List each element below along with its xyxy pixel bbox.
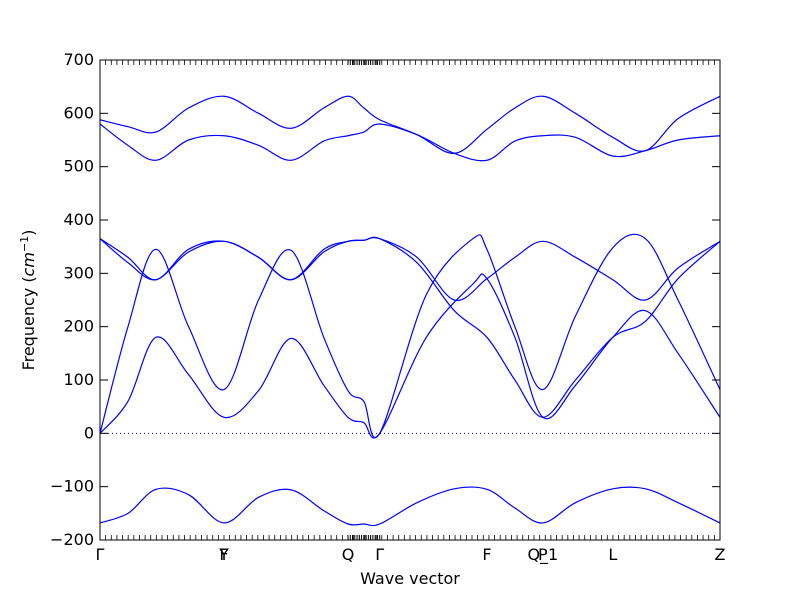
y-tick-label: 0	[84, 423, 94, 442]
x-tick-label: Γ	[96, 545, 105, 564]
x-tick-label: Q_1	[527, 545, 558, 565]
y-tick-label: 700	[63, 50, 94, 69]
y-axis-label: Frequency (cm−1)	[18, 230, 39, 371]
band-line-1	[100, 486, 720, 527]
x-tick-label: P	[538, 545, 548, 564]
x-tick-label: Q	[342, 545, 355, 564]
y-axis-label-unit: cm	[19, 252, 38, 276]
y-tick-label: 300	[63, 263, 94, 282]
x-tick-label: Z	[715, 545, 726, 564]
x-axis-label: Wave vector	[360, 569, 460, 588]
x-tick-label: Y	[218, 545, 229, 564]
x-tick-label: F	[219, 545, 228, 564]
y-axis-label-exponent: −1	[18, 236, 31, 252]
band-line-3	[100, 233, 720, 438]
band-lines	[100, 95, 720, 527]
plot-area	[100, 95, 720, 527]
y-tick-label: −100	[50, 477, 94, 496]
band-line-5	[100, 237, 720, 301]
y-tick-label: 500	[63, 157, 94, 176]
band-line-6	[100, 123, 720, 162]
y-tick-label: 200	[63, 317, 94, 336]
band-line-7	[100, 95, 720, 154]
band-line-2	[100, 273, 720, 439]
y-tick-label: −200	[50, 530, 94, 549]
y-axis-label-close: )	[19, 230, 38, 236]
x-tick-label: L	[608, 545, 617, 564]
x-tick-label: Γ	[375, 545, 384, 564]
y-axis-label-text: Frequency (	[19, 276, 38, 370]
x-tick-label: F	[482, 545, 491, 564]
y-tick-label: 100	[63, 370, 94, 389]
y-tick-label: 600	[63, 103, 94, 122]
y-tick-label: 400	[63, 210, 94, 229]
